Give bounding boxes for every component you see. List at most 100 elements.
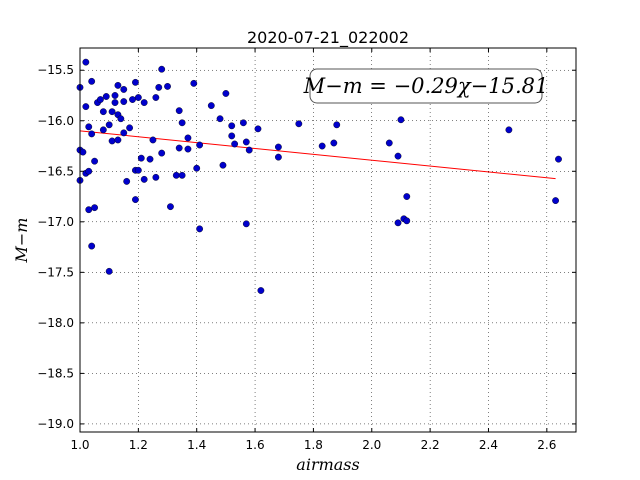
data-point: [126, 124, 134, 132]
y-tick-label: −19.0: [37, 417, 74, 431]
data-point: [239, 119, 247, 127]
data-point: [178, 171, 186, 179]
fit-line: [79, 130, 556, 180]
data-point: [85, 206, 93, 214]
data-point: [295, 120, 303, 128]
data-point: [242, 220, 250, 228]
grid-lines: [79, 48, 576, 432]
data-point: [158, 149, 166, 157]
data-point: [394, 219, 402, 227]
data-point: [190, 79, 198, 87]
data-point: [228, 122, 236, 130]
x-tick-label: 2.0: [362, 438, 381, 452]
data-point: [385, 139, 393, 147]
data-point: [146, 155, 154, 163]
data-point: [394, 152, 402, 160]
x-tick-label: 2.6: [537, 438, 556, 452]
y-tick-label: −17.5: [37, 265, 74, 279]
data-point: [140, 175, 148, 183]
plot-frame: [79, 47, 577, 433]
data-point: [172, 171, 180, 179]
data-point: [120, 129, 128, 137]
y-axis-label: M−m: [12, 218, 31, 264]
data-point: [505, 126, 513, 134]
data-point: [178, 119, 186, 127]
data-point: [149, 136, 157, 144]
data-point: [88, 77, 96, 85]
plot-area: [80, 48, 576, 432]
data-point: [120, 98, 128, 105]
data-point: [91, 204, 98, 212]
data-point: [184, 145, 192, 153]
fit-equation-box: M−m = −0.29χ−15.81: [303, 68, 549, 104]
data-point: [114, 136, 122, 144]
x-tick-label: 1.8: [304, 438, 323, 452]
data-point: [184, 134, 192, 142]
data-point: [123, 177, 131, 185]
data-point: [102, 93, 110, 100]
data-point: [88, 130, 96, 138]
data-point: [91, 157, 98, 165]
data-point: [552, 197, 559, 204]
data-point: [167, 203, 174, 211]
data-point: [155, 84, 163, 91]
data-point: [120, 86, 128, 93]
data-point: [403, 217, 411, 225]
data-point: [111, 99, 119, 106]
x-axis-ticks: 1.0 1.2 1.4 1.6 1.8 2.0 2.2 2.4 2.6: [70, 48, 556, 452]
fit-equation-text: M−m = −0.29χ−15.81: [303, 74, 549, 98]
data-point: [403, 193, 411, 200]
data-point: [88, 242, 96, 250]
data-point: [117, 115, 125, 123]
data-point: [175, 107, 183, 115]
data-point: [175, 144, 183, 152]
data-point: [228, 132, 236, 140]
data-point: [164, 83, 171, 90]
data-point: [85, 123, 93, 131]
data-point: [207, 102, 215, 110]
data-point: [111, 92, 119, 99]
data-point: [79, 148, 87, 156]
y-axis-ticks: −15.5 −16.0 −16.5 −17.0 −17.5 −18.0 −18.5 −19.0: [37, 63, 576, 431]
data-point: [257, 287, 265, 294]
data-point: [129, 96, 136, 103]
data-point: [318, 142, 326, 150]
data-point: [216, 115, 224, 123]
x-tick-label: 1.0: [70, 438, 89, 452]
y-tick-label: −18.5: [37, 366, 74, 380]
chart-title: 2020-07-21_022002: [247, 28, 409, 48]
data-point: [193, 164, 201, 172]
data-point: [137, 154, 145, 162]
data-point: [82, 103, 90, 111]
data-point: [132, 196, 139, 203]
data-point: [397, 116, 405, 124]
data-point: [105, 121, 113, 129]
data-point: [330, 139, 338, 147]
data-point: [222, 90, 230, 97]
data-point: [132, 78, 139, 86]
data-point: [140, 99, 148, 106]
y-tick-label: −16.0: [37, 114, 74, 128]
x-tick-label: 1.4: [187, 438, 206, 452]
x-tick-label: 2.4: [479, 438, 498, 452]
data-point: [231, 140, 239, 148]
data-point: [85, 167, 93, 175]
y-tick-label: −18.0: [37, 316, 74, 330]
data-point: [333, 121, 341, 129]
data-point: [114, 81, 122, 89]
data-point: [99, 126, 107, 134]
data-point: [242, 138, 250, 146]
x-tick-label: 2.2: [421, 438, 440, 452]
data-point: [105, 267, 113, 275]
data-point: [555, 155, 562, 163]
data-point: [274, 153, 282, 161]
data-point: [196, 225, 204, 233]
y-tick-label: −17.0: [37, 215, 74, 229]
data-point: [99, 108, 107, 116]
data-point: [219, 161, 227, 169]
y-tick-label: −16.5: [37, 164, 74, 178]
data-point: [245, 146, 253, 154]
data-point: [82, 58, 90, 66]
data-point: [158, 65, 166, 73]
